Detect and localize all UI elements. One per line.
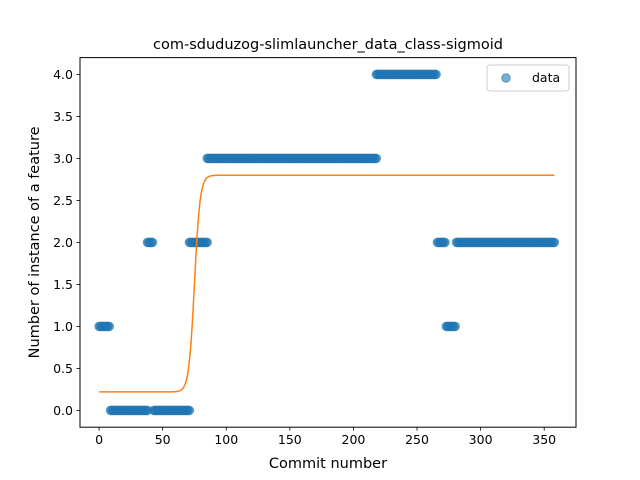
- x-tick-label: 250: [405, 432, 429, 447]
- legend-marker-data: [501, 73, 511, 83]
- y-tick-label: 3.5: [53, 109, 73, 124]
- data-point: [147, 237, 158, 248]
- x-tick-label: 0: [95, 432, 103, 447]
- legend-box: [486, 64, 570, 92]
- data-point: [440, 237, 450, 248]
- y-tick-label: 2.5: [53, 193, 73, 208]
- x-tick-label: 150: [278, 432, 302, 447]
- x-tick-label: 300: [469, 432, 493, 447]
- x-axis: 0 50 100 150 200 250 300 350: [95, 427, 556, 447]
- y-tick-label: 2.0: [53, 235, 73, 250]
- y-tick-label: 1.5: [53, 277, 73, 292]
- data-point: [450, 321, 460, 332]
- data-point: [549, 237, 560, 248]
- data-point: [371, 153, 382, 164]
- x-tick-label: 100: [214, 432, 238, 447]
- y-axis-label: Number of instance of a feature: [27, 126, 43, 358]
- y-tick-label: 4.0: [53, 67, 73, 82]
- x-tick-label: 350: [532, 432, 556, 447]
- data-point: [184, 405, 195, 416]
- fit-line: [99, 174, 555, 393]
- y-axis: 0.0 0.5 1.0 1.5 2.0 2.5 3.0 3.5 4.0: [53, 67, 80, 418]
- data-point: [431, 69, 441, 80]
- plot-area: [94, 69, 560, 416]
- y-tick-label: 0.0: [53, 403, 73, 418]
- x-tick-label: 50: [155, 432, 171, 447]
- legend: data: [486, 64, 570, 92]
- data-point: [104, 321, 115, 332]
- y-tick-label: 3.0: [53, 151, 73, 166]
- x-tick-label: 200: [342, 432, 366, 447]
- y-tick-label: 1.0: [53, 319, 73, 334]
- x-axis-label: Commit number: [269, 456, 387, 472]
- legend-label-data: data: [532, 70, 560, 85]
- chart-title: com-sduduzog-slimlauncher_data_class-sig…: [153, 37, 503, 53]
- y-tick-label: 0.5: [53, 361, 73, 376]
- data-point: [202, 237, 212, 248]
